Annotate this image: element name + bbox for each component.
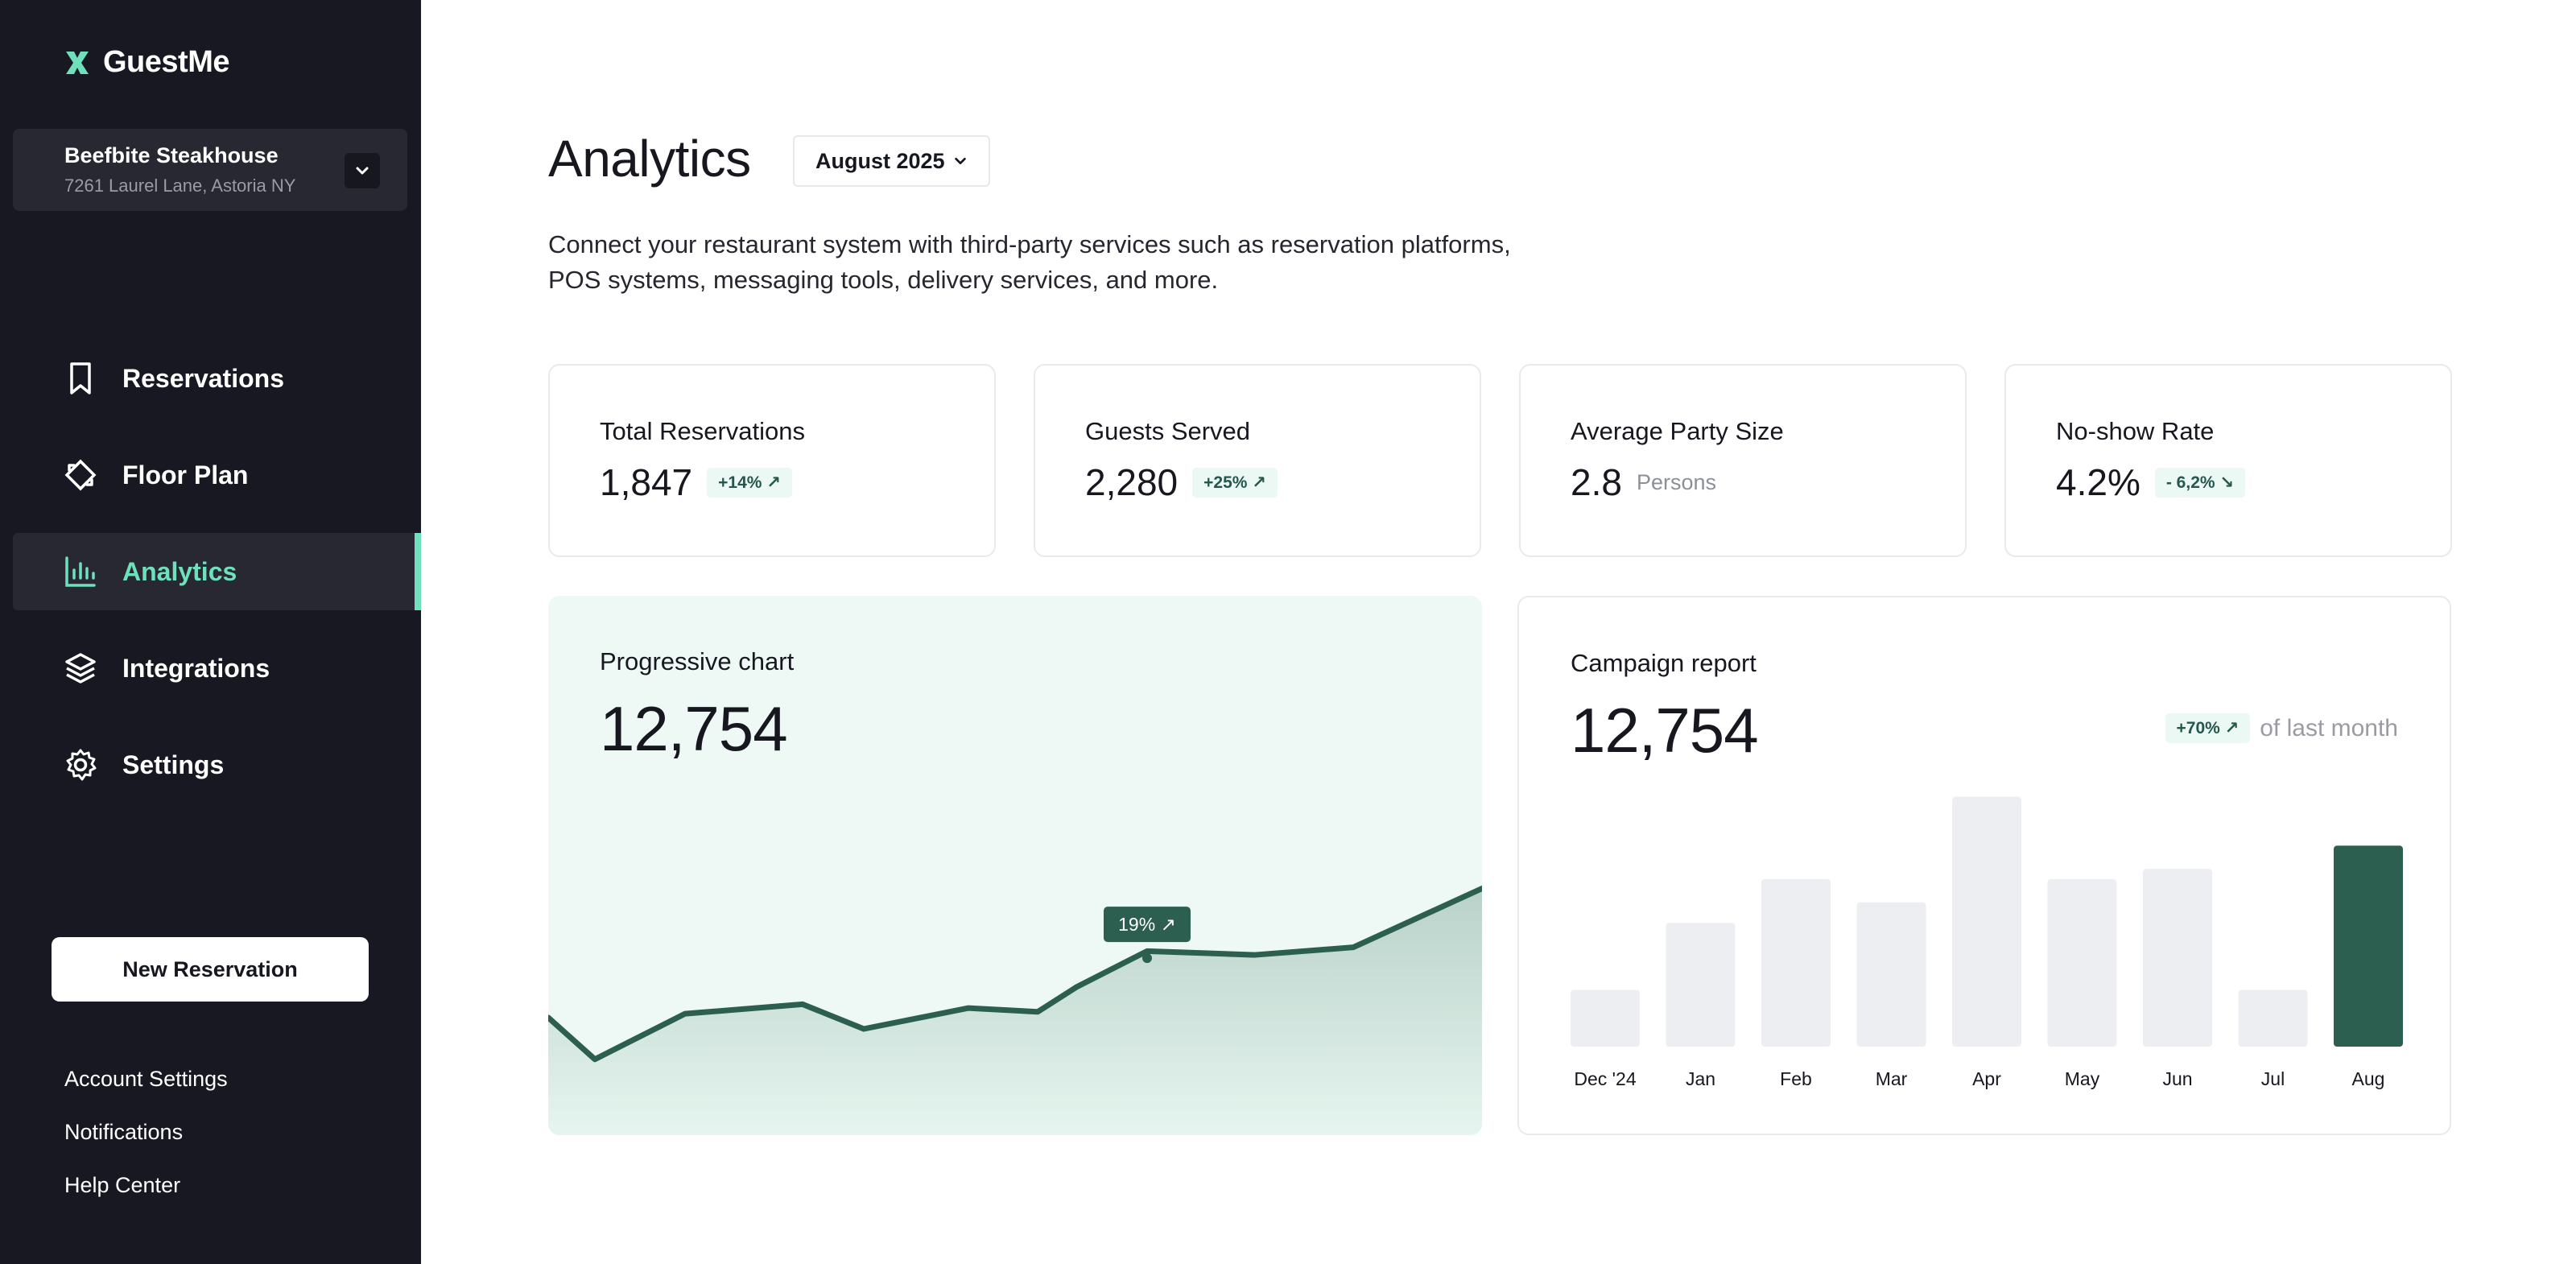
brand-name: GuestMe — [103, 45, 229, 79]
series-line — [548, 886, 1482, 1063]
x-tick-label: Mar — [1876, 1068, 1908, 1089]
x-tick-label: Jan — [1686, 1068, 1715, 1089]
chevron-down-icon — [356, 167, 369, 175]
bar-5[interactable] — [1952, 796, 2021, 1047]
venue-dropdown-button[interactable] — [345, 153, 380, 188]
bar-4[interactable] — [1856, 902, 1926, 1047]
floor-plan-icon — [63, 457, 98, 493]
stat-value: 2,280 — [1085, 461, 1179, 503]
stat-label: Guests Served — [1085, 417, 1251, 445]
progressive-area-chart: 19% ↗ — [548, 886, 1482, 1135]
stat-label: No-show Rate — [2056, 417, 2215, 445]
annotation-dot — [1142, 953, 1152, 964]
bookmark-icon — [63, 361, 98, 396]
bar-3[interactable] — [1761, 879, 1831, 1047]
x-tick-label: Feb — [1780, 1068, 1812, 1089]
x-mark-icon — [66, 51, 89, 74]
campaign-report-card: Dec '24 Jan Feb Mar Apr May Jun Jul Aug Campaign… — [1517, 596, 2451, 1135]
nav-item-analytics[interactable]: Analytics — [13, 533, 421, 610]
x-tick-label: Jun — [2162, 1068, 2192, 1089]
sidebar: GuestMe Beefbite Steakhouse 7261 Laurel … — [0, 0, 421, 1264]
nav-label: Settings — [122, 750, 225, 779]
stat-value: 4.2% — [2056, 461, 2140, 503]
x-tick-label: Aug — [2352, 1068, 2385, 1089]
nav-item-settings[interactable]: Settings — [13, 726, 421, 803]
x-tick-label: May — [2065, 1068, 2100, 1089]
trend-badge: +70% ↗ — [2165, 713, 2251, 743]
main-nav: Reservations Floor Plan Analytics Integr… — [13, 340, 421, 823]
notifications-link[interactable]: Notifications — [64, 1120, 184, 1144]
campaign-change: +70% ↗ of last month — [2165, 713, 2398, 743]
bar-1[interactable] — [1571, 989, 1640, 1047]
layers-icon — [63, 651, 98, 686]
stat-card-total-reservations: Total Reservations 1,847 +14% ↗ — [548, 364, 996, 557]
stat-unit: Persons — [1636, 469, 1717, 494]
account-settings-link[interactable]: Account Settings — [64, 1067, 228, 1091]
bar-9[interactable] — [2334, 845, 2403, 1047]
trend-badge: +25% ↗ — [1192, 467, 1278, 498]
nav-item-floor-plan[interactable]: Floor Plan — [13, 436, 421, 514]
annotation-tooltip: 19% ↗ — [1104, 907, 1191, 943]
nav-item-reservations[interactable]: Reservations — [13, 340, 421, 417]
stat-card-no-show-rate: No-show Rate 4.2% - 6,2% ↘ — [2004, 364, 2452, 557]
change-text: of last month — [2260, 714, 2398, 741]
bar-2[interactable] — [1666, 923, 1736, 1047]
help-center-link[interactable]: Help Center — [64, 1173, 181, 1197]
venue-name: Beefbite Steakhouse — [64, 143, 279, 167]
bar-6[interactable] — [2047, 879, 2117, 1047]
footer-links: Account Settings Notifications Help Cent… — [64, 1064, 228, 1224]
nav-item-integrations[interactable]: Integrations — [13, 630, 421, 707]
card-value: 12,754 — [1571, 695, 1759, 766]
card-value: 12,754 — [600, 693, 788, 764]
nav-label: Integrations — [122, 653, 270, 683]
venue-selector[interactable]: Beefbite Steakhouse 7261 Laurel Lane, As… — [13, 129, 407, 211]
trend-badge: +14% ↗ — [707, 467, 792, 498]
stat-card-average-party-size: Average Party Size 2.8 Persons — [1519, 364, 1967, 557]
month-value: August 2025 — [815, 148, 945, 173]
page-title: Analytics — [548, 130, 751, 188]
stat-value: 1,847 — [600, 461, 693, 503]
description-line: Connect your restaurant system with thir… — [548, 230, 1511, 258]
stat-value: 2.8 — [1571, 461, 1622, 503]
stat-card-guests-served: Guests Served 2,280 +25% ↗ — [1034, 364, 1481, 557]
venue-address: 7261 Laurel Lane, Astoria NY — [64, 176, 296, 196]
main-content: Analytics August 2025 Connect your resta… — [421, 0, 2576, 1264]
month-selector[interactable]: August 2025 — [793, 135, 990, 187]
progressive-chart-card: 19% ↗ Progressive chart 12,754 — [548, 596, 1482, 1135]
brand-logo[interactable]: GuestMe — [63, 45, 229, 80]
x-tick-label: Dec '24 — [1574, 1068, 1636, 1089]
bar-8[interactable] — [2238, 989, 2308, 1047]
new-reservation-button[interactable]: New Reservation — [52, 937, 369, 1002]
gear-icon — [63, 747, 98, 783]
nav-label: Floor Plan — [122, 460, 249, 489]
card-title: Progressive chart — [600, 647, 795, 675]
chevron-down-icon — [954, 157, 966, 165]
bar-chart-icon — [63, 554, 98, 589]
x-tick-label: Jul — [2261, 1068, 2285, 1089]
page-description: Connect your restaurant system with thir… — [548, 227, 1675, 298]
stat-label: Total Reservations — [600, 417, 806, 445]
card-title: Campaign report — [1571, 649, 1757, 677]
nav-label: Reservations — [122, 363, 284, 393]
x-tick-label: Apr — [1972, 1068, 2001, 1089]
campaign-bar-chart: Dec '24 Jan Feb Mar Apr May Jun Jul Aug — [1571, 796, 2403, 1089]
description-line: POS systems, messaging tools, delivery s… — [548, 266, 1219, 294]
trend-badge: - 6,2% ↘ — [2154, 467, 2245, 498]
nav-label: Analytics — [122, 556, 237, 586]
stat-label: Average Party Size — [1571, 417, 1784, 445]
bar-7[interactable] — [2143, 869, 2212, 1047]
annotation-label: 19% ↗ — [1118, 914, 1176, 935]
